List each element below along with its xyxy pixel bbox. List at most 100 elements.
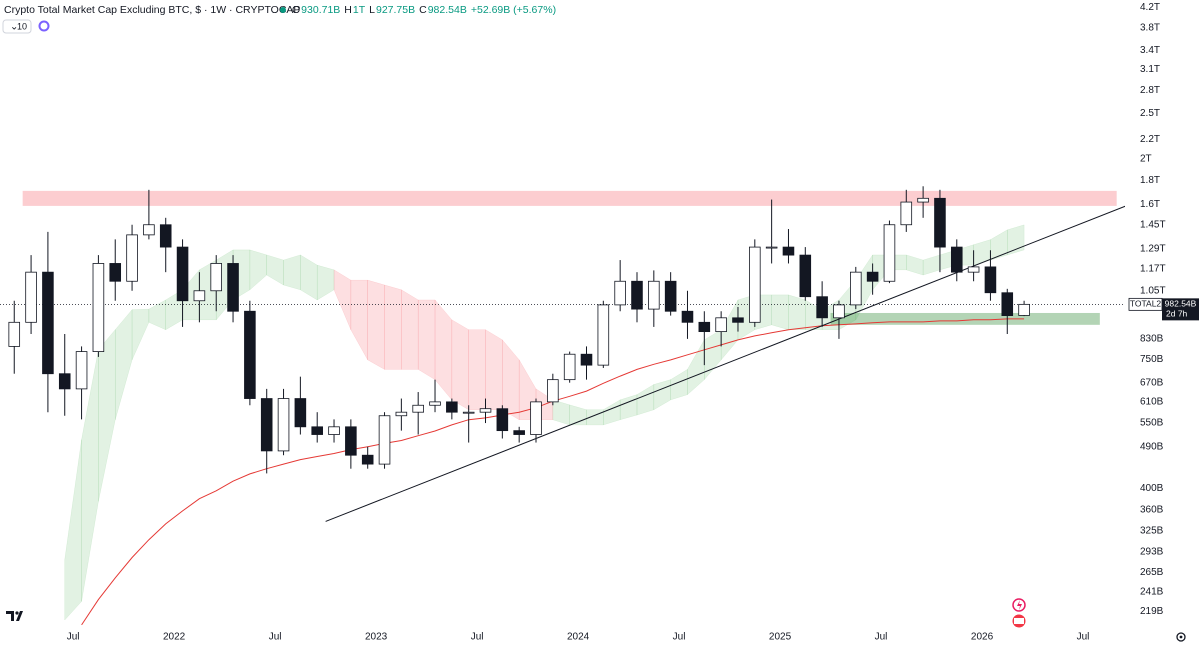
candle-body [244,310,256,399]
ohlc-key: L [369,4,375,16]
candle-body [446,401,458,413]
y-tick-label: 2.2T [1140,134,1160,145]
candle-body [749,246,761,323]
candle-body [580,353,593,366]
candle-body [698,321,711,333]
change: +52.69B (+5.67%) [471,4,556,16]
y-tick-label: 2.5T [1140,108,1160,119]
y-tick-label: 1.29T [1140,243,1166,254]
x-tick-label: Jul [471,632,484,643]
y-tick-label: 219B [1140,606,1164,617]
candle-body [311,426,323,435]
y-tick-label: 293B [1140,547,1164,558]
candle-body [547,379,559,403]
status-dot [280,7,286,13]
ohlc-key: O [292,4,300,16]
candle-body [159,224,172,248]
y-tick-label: 830B [1140,334,1164,345]
candle-body [950,246,963,273]
cloud-segment [316,264,335,301]
cloud-segment [485,329,503,410]
candle-body [631,280,643,310]
y-tick-label: 1.05T [1140,285,1166,296]
candle-body [496,408,509,432]
ohlc-value: 982.54B [428,4,467,16]
zone [830,312,1100,325]
candle-body [58,373,71,390]
candle-body [462,411,475,414]
candle-body [917,197,929,203]
y-tick-label: 1.6T [1140,199,1160,210]
cloud-segment [114,309,133,420]
ohlc-value: 930.71B [301,4,340,16]
candle-body [715,317,727,333]
candle-body [429,401,441,406]
candle-body [833,304,845,319]
trend-line [325,205,1125,522]
candle-body [530,401,542,435]
candle-body [563,353,576,381]
candle-body [866,271,879,282]
cloud-segment [333,269,352,330]
ohlc-value: 927.75B [376,4,415,16]
moving-average [81,318,1025,626]
candle-body [732,317,744,323]
x-tick-label: 2022 [163,632,186,643]
candle-body [109,263,122,282]
candle-body [614,280,626,306]
candle-body [967,266,980,273]
candle-body [816,296,828,319]
candle-body [126,234,138,282]
candle-body [850,271,862,306]
zone [22,190,1117,206]
y-tick-label: 360B [1140,504,1164,515]
cloud-segment [906,254,924,276]
cloud-segment [670,368,688,401]
symbol-label: TOTAL2 [1130,299,1162,309]
alert-icons[interactable] [1012,598,1026,628]
candle-body [799,254,812,298]
cloud-segment [502,339,520,421]
chart-title: Crypto Total Market Cap Excluding BTC, $… [4,4,300,16]
cloud-segment [973,239,991,266]
cloud-segment [249,249,267,291]
y-tick-label: 3.4T [1140,45,1160,56]
candle-body [984,266,997,294]
candle-body [8,321,21,347]
cloud-segment [1007,224,1025,256]
ohlc-value: 1T [353,4,366,16]
y-tick-label: 750B [1140,354,1164,365]
cloud-segment [704,329,722,381]
tradingview-logo [6,611,23,621]
collapse-arrow: ⌄ [10,22,18,33]
y-tick-label: 4.2T [1140,2,1160,13]
y-tick-label: 550B [1140,418,1164,429]
candle-body [1001,292,1014,317]
indicator-icon[interactable] [38,20,50,32]
indicator-badge[interactable] [2,19,32,34]
ohlc-key: H [344,4,352,16]
cloud-segment [81,349,99,602]
candle-body [412,404,424,413]
y-tick-label: 325B [1140,525,1164,536]
x-tick-label: Jul [67,632,80,643]
candle-body [395,411,408,417]
cloud-segment [64,439,82,621]
candle-body [143,224,155,236]
y-tick-label: 3.8T [1140,22,1160,33]
candle-body [42,271,54,375]
header: Crypto Total Market Cap Excluding BTC, $… [2,4,556,34]
y-tick-label: 1.17T [1140,263,1166,274]
cloud-segment [788,294,806,330]
cloud-segment [417,299,436,381]
settings-icon[interactable] [1176,632,1186,642]
y-tick-label: 490B [1140,441,1164,452]
cloud-segment [771,294,789,331]
candle-body [900,201,913,226]
candle-body [479,408,492,413]
y-tick-label: 1.8T [1140,175,1160,186]
x-tick-label: 2023 [365,632,388,643]
cloud-segment [636,384,655,416]
y-tick-label: 241B [1140,586,1164,597]
